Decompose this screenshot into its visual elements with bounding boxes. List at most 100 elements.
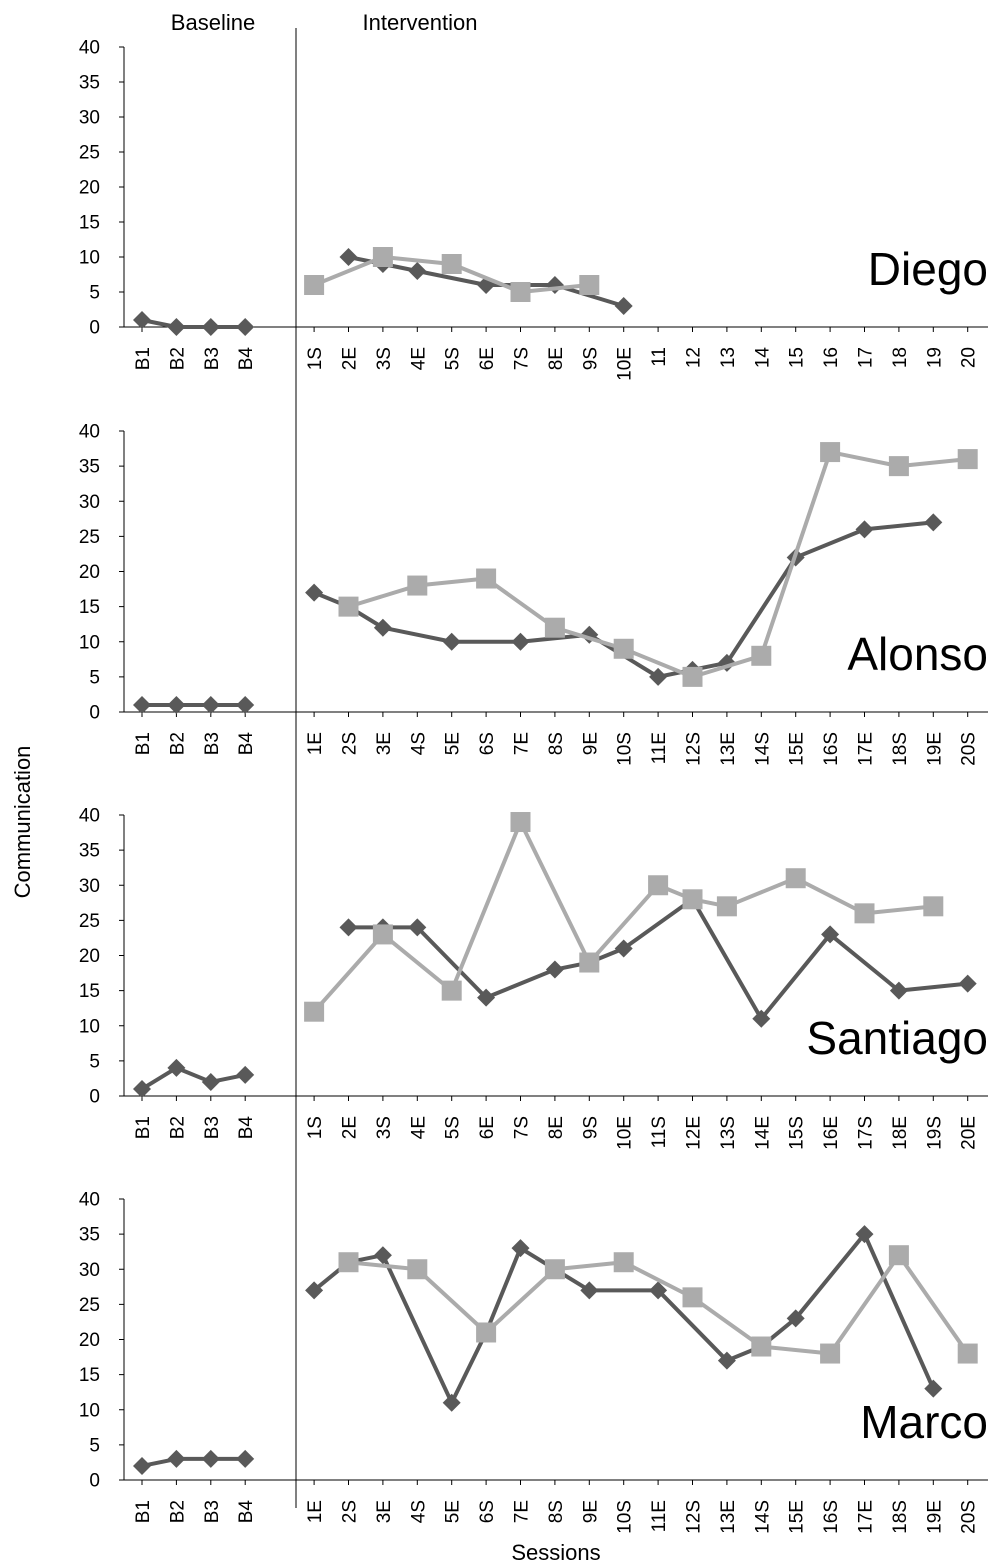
data-point-square <box>820 442 841 463</box>
data-point-square <box>854 903 875 924</box>
participant-name-label: Santiago <box>806 1012 988 1064</box>
y-tick-label: 15 <box>79 1365 100 1386</box>
x-tick-label: B3 <box>202 1500 223 1523</box>
x-tick-label: 18S <box>890 732 911 766</box>
data-point-diamond <box>133 311 151 329</box>
x-tick-label: 4E <box>408 1116 429 1139</box>
y-tick-label: 20 <box>79 178 100 199</box>
data-point-square <box>510 812 531 833</box>
x-tick-label: 7E <box>512 1500 533 1523</box>
y-tick-label: 40 <box>79 1190 100 1211</box>
x-tick-label: 1S <box>305 347 326 370</box>
series-line <box>347 450 968 679</box>
series-line <box>348 1253 970 1356</box>
data-point-diamond <box>201 695 220 714</box>
y-tick-label: 40 <box>79 806 100 827</box>
x-tick-label: 10S <box>615 1500 636 1534</box>
data-point-diamond <box>477 988 496 1007</box>
x-tick-label: 13E <box>718 1500 739 1534</box>
y-tick-label: 0 <box>89 1087 100 1108</box>
x-tick-label: 5E <box>443 1500 464 1523</box>
y-tick-label: 40 <box>79 38 100 59</box>
x-tick-label: 12S <box>684 732 705 766</box>
y-tick-label: 10 <box>79 1400 100 1421</box>
data-point-square <box>682 666 703 687</box>
x-tick-label: 4E <box>408 347 429 370</box>
x-tick-label: 5E <box>443 732 464 755</box>
x-tick-label: 15E <box>787 732 808 766</box>
x-tick-label: B4 <box>236 347 257 371</box>
x-tick-label: 20E <box>959 1116 980 1150</box>
data-point-diamond <box>649 667 668 686</box>
data-point-diamond <box>167 1058 186 1077</box>
y-tick-label: 35 <box>79 841 100 862</box>
data-point-square <box>372 247 393 267</box>
data-point-diamond <box>167 318 186 336</box>
data-point-square <box>407 1259 428 1280</box>
y-tick-label: 0 <box>89 703 100 724</box>
x-tick-label: B1 <box>133 1500 154 1523</box>
series-diamond <box>133 890 977 1098</box>
x-tick-label: 7S <box>512 347 533 370</box>
data-point-square <box>407 575 428 596</box>
x-tick-label: B1 <box>133 347 154 370</box>
data-point-square <box>338 596 359 617</box>
x-tick-label: 11E <box>649 732 670 764</box>
x-tick-label: 16S <box>821 732 842 766</box>
panel-santiago: 0 5 10 15 20 25 30 35 40 B1 B2 B3 B4 1S 2E 3S 4E 5S 6E 7S 8E… <box>79 806 988 1150</box>
x-tick-label: 16E <box>821 1116 842 1150</box>
data-point-diamond <box>821 925 840 944</box>
x-tick-label: 14S <box>752 732 773 766</box>
x-tick-label: 13E <box>718 732 739 766</box>
x-tick-label: B2 <box>167 1500 188 1523</box>
x-tick-label: 19E <box>924 732 945 766</box>
y-tick-label: 30 <box>79 108 100 129</box>
data-point-diamond <box>408 918 427 937</box>
x-tick-label: 11 <box>649 347 670 367</box>
x-tick-label: 15 <box>787 347 808 368</box>
y-tick-label: 0 <box>89 318 100 339</box>
data-point-diamond <box>511 1239 530 1258</box>
x-tick-label: 1E <box>305 1500 326 1523</box>
y-tick-label: 20 <box>79 562 100 583</box>
data-point-square <box>579 952 600 973</box>
x-tick-label: 3S <box>374 1116 395 1139</box>
x-tick-label: 20S <box>959 732 980 766</box>
y-tick-label: 0 <box>89 1471 100 1492</box>
data-point-square <box>304 275 325 295</box>
panel-diego: 0 5 10 15 20 25 30 35 40 B1 B2 B3 B4 1S 2E 3S 4E 5S 6E 7S 8E… <box>79 38 988 381</box>
data-point-diamond <box>855 1225 874 1244</box>
data-point-diamond <box>786 1309 805 1328</box>
x-tick-label: 3E <box>374 1500 395 1523</box>
x-tick-label: 2S <box>340 1500 361 1523</box>
data-point-diamond <box>201 1072 220 1091</box>
x-axis-label: Sessions <box>511 1540 600 1565</box>
x-tick-label: 7E <box>512 732 533 755</box>
x-tick-label: 8E <box>546 347 567 370</box>
x-tick-label: 10E <box>615 347 636 381</box>
x-tick-label: 16 <box>821 347 842 368</box>
x-tick-label: 17E <box>856 732 877 766</box>
data-point-square <box>372 924 393 945</box>
x-tick-label: 17S <box>856 1116 877 1150</box>
data-point-square <box>613 638 634 659</box>
y-tick-label: 25 <box>79 1295 100 1316</box>
x-tick-label: 12 <box>684 347 705 368</box>
data-point-diamond <box>924 513 943 532</box>
x-tick-label: B4 <box>236 1500 257 1524</box>
data-point-diamond <box>339 918 358 937</box>
participant-name-label: Diego <box>868 243 988 295</box>
x-tick-label: 14 <box>752 347 773 369</box>
data-point-diamond <box>580 1281 599 1300</box>
data-point-diamond <box>442 1393 461 1412</box>
panel-alonso: 0 5 10 15 20 25 30 35 40 B1 B2 B3 B4 1E 2S 3E 4S 5E 6S 7E 8S… <box>79 422 988 766</box>
y-tick-label: 10 <box>79 1016 100 1037</box>
panel-marco: 0 5 10 15 20 25 30 35 40 B1 B2 B3 B4 1E 2S 3E 4S 5E 6S 7E 8S… <box>79 1190 988 1534</box>
x-tick-label: B1 <box>133 1116 154 1139</box>
x-tick-label: 6E <box>477 1116 498 1139</box>
series-line <box>312 820 934 1014</box>
y-tick-label: 10 <box>79 632 100 653</box>
series-line <box>348 897 968 1021</box>
data-point-square <box>510 282 531 302</box>
